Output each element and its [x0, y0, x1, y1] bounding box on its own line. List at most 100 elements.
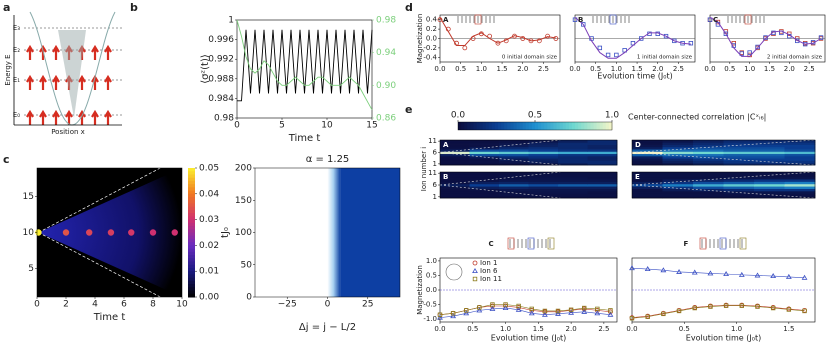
y-tick-label: -1.0	[423, 315, 437, 323]
subpanel-label: C	[489, 240, 494, 248]
y-axis-label: Magnetization	[416, 14, 424, 64]
colorbar-cell	[507, 122, 511, 130]
colorbar-cell	[550, 122, 554, 130]
heat-cell	[693, 181, 724, 185]
heat-cell	[632, 176, 663, 180]
x-tick-label: 0.0	[434, 65, 445, 73]
heat-cell	[693, 188, 724, 192]
heat-cell	[469, 176, 500, 180]
y-tick-label: 0.0	[426, 286, 437, 294]
colorbar-cell	[516, 122, 521, 130]
heat-cell	[499, 142, 529, 145]
heat-cell	[662, 174, 694, 178]
y-tick-label: 1	[433, 160, 437, 168]
colorbar-cell	[188, 209, 195, 214]
colorbar-cell	[188, 238, 195, 243]
marker	[536, 38, 542, 44]
heat-cell	[723, 142, 755, 145]
spot	[107, 229, 115, 236]
heat-cell	[662, 188, 694, 192]
y-tick-label: 11	[428, 169, 437, 177]
region-left	[255, 168, 328, 297]
y-tick-label: 0.992	[208, 55, 234, 65]
heat-cell	[499, 181, 529, 185]
x-tick-label: 0	[325, 300, 331, 310]
y-tick-label: 6	[433, 149, 438, 157]
colorbar-cell	[575, 122, 579, 130]
y-axis-label: tJ₀	[220, 227, 231, 238]
heat-cell	[499, 155, 529, 159]
colorbar-cell	[188, 200, 195, 204]
legend-label: Ion 1	[480, 259, 497, 267]
heat-cell	[693, 174, 724, 178]
panel-label: b	[130, 1, 138, 14]
colorbar-cell	[568, 122, 573, 130]
well-region	[58, 30, 86, 118]
colorbar-cell	[556, 122, 561, 130]
panel-label: a	[3, 1, 10, 14]
x-tick-label: 10	[321, 121, 333, 131]
heat-cell	[440, 179, 470, 182]
colorbar-cell	[525, 122, 530, 130]
subpanel-label: B	[443, 173, 448, 181]
marker	[581, 22, 586, 27]
heat-cell	[662, 149, 694, 152]
colorbar-cell	[590, 122, 595, 130]
colorbar-cell	[464, 122, 468, 130]
heat-cell	[528, 195, 559, 199]
x-axis-label: Evolution time (J₀t)	[597, 72, 672, 81]
x-tick-label: 15	[366, 121, 377, 131]
heat-cell	[528, 190, 559, 194]
x-tick-label: 1.5	[783, 325, 794, 333]
caption: 0 initial domain size	[502, 55, 558, 61]
heat-cell	[632, 146, 663, 150]
heat-cell	[784, 142, 816, 145]
heat-cell	[784, 186, 816, 189]
heat-cell	[499, 172, 529, 175]
colorbar-cell	[188, 184, 195, 188]
x-tick-label: 0.5	[467, 325, 478, 333]
heat-cell	[784, 179, 816, 182]
heat-cell	[469, 190, 500, 194]
heat-cell	[440, 181, 470, 185]
heat-cell	[440, 188, 470, 192]
heat-cell	[784, 172, 816, 175]
heat-cell	[784, 188, 816, 192]
heat-cell	[632, 158, 663, 161]
heat-cell	[662, 186, 694, 189]
marker	[639, 36, 644, 41]
x-tick-label: 10	[176, 300, 188, 310]
marker	[629, 265, 635, 271]
colorbar-cell	[581, 122, 585, 130]
series-line	[631, 305, 805, 319]
heat-cell	[558, 195, 588, 199]
plot-frame	[631, 139, 816, 166]
heat-cell	[784, 153, 816, 157]
colorbar-cell	[531, 122, 536, 130]
heat-cell	[528, 172, 559, 175]
heat-cell	[440, 140, 470, 143]
y-tick-label: 1	[228, 16, 234, 26]
heat-cell	[632, 142, 663, 145]
heat-cell	[469, 140, 500, 143]
marker	[464, 308, 469, 313]
colorbar-cell	[188, 280, 195, 285]
legend-marker	[472, 276, 478, 282]
heat-cell	[587, 160, 618, 164]
heat-cell	[528, 151, 559, 155]
heat-cell	[754, 144, 785, 148]
heat-cell	[754, 153, 785, 157]
colorbar-cell	[571, 122, 576, 130]
colorbar-cell	[188, 232, 195, 237]
x-tick-label: 0.5	[590, 65, 601, 73]
heat-cell	[558, 153, 588, 157]
x-tick-label: 2.0	[784, 65, 795, 73]
cone-line	[439, 171, 561, 199]
heat-cell	[723, 155, 755, 159]
heat-cell	[723, 181, 755, 185]
caption: 1 initial domain size	[637, 55, 693, 61]
subpanel-label: B	[578, 16, 583, 24]
spin-arrow	[91, 44, 99, 60]
chart-scatter: d0.0 0.5 1.0 1.5 2.0 2.5-0.4-0.20.00.20.4Magn…	[405, 1, 561, 73]
